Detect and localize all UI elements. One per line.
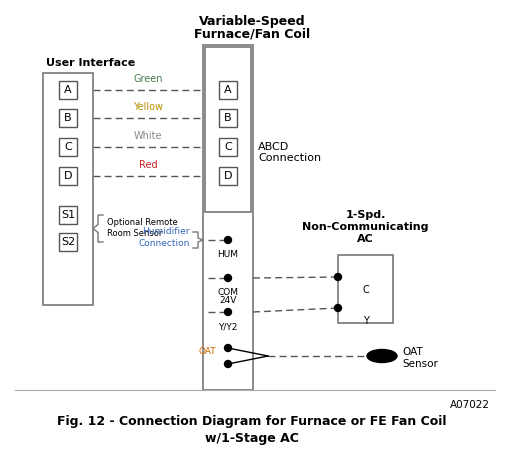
- Text: User Interface: User Interface: [46, 58, 135, 68]
- Text: Variable-Speed: Variable-Speed: [198, 15, 306, 28]
- Circle shape: [334, 305, 341, 311]
- Text: Humidifier: Humidifier: [142, 228, 190, 237]
- Text: D: D: [64, 171, 72, 181]
- Bar: [338, 255, 393, 323]
- Text: A07022: A07022: [450, 400, 490, 410]
- Text: AC: AC: [357, 234, 374, 244]
- Bar: [219, 81, 237, 99]
- Text: Room Sensor: Room Sensor: [107, 229, 163, 238]
- Text: Optional Remote: Optional Remote: [107, 218, 178, 227]
- Text: A: A: [224, 85, 232, 95]
- Bar: [59, 138, 77, 156]
- Text: D: D: [224, 171, 232, 181]
- Bar: [219, 109, 237, 127]
- Text: Y: Y: [363, 316, 369, 326]
- Circle shape: [225, 237, 231, 243]
- Circle shape: [225, 274, 231, 282]
- Text: White: White: [134, 131, 162, 141]
- Text: ABCD: ABCD: [258, 142, 289, 152]
- Text: B: B: [224, 113, 232, 123]
- Text: Fig. 12 - Connection Diagram for Furnace or FE Fan Coil: Fig. 12 - Connection Diagram for Furnace…: [57, 415, 447, 428]
- Text: w/1-Stage AC: w/1-Stage AC: [205, 432, 299, 445]
- Text: 24V: 24V: [219, 296, 237, 305]
- Text: C: C: [64, 142, 72, 152]
- Bar: [59, 109, 77, 127]
- Bar: [59, 81, 77, 99]
- Text: OAT: OAT: [198, 347, 216, 356]
- Text: Red: Red: [139, 160, 158, 170]
- Ellipse shape: [367, 350, 397, 363]
- Circle shape: [334, 274, 341, 280]
- Text: Connection: Connection: [258, 153, 321, 163]
- Bar: [203, 45, 253, 390]
- Bar: [59, 206, 77, 224]
- Text: OAT: OAT: [402, 347, 423, 357]
- Text: Y/Y2: Y/Y2: [218, 322, 238, 331]
- Bar: [219, 167, 237, 185]
- Text: COM: COM: [218, 288, 238, 297]
- Bar: [219, 138, 237, 156]
- Text: A: A: [64, 85, 72, 95]
- Text: 1-Spd.: 1-Spd.: [345, 210, 386, 220]
- Text: B: B: [64, 113, 72, 123]
- Bar: [59, 167, 77, 185]
- Circle shape: [225, 345, 231, 351]
- Text: S1: S1: [61, 210, 75, 220]
- Bar: [205, 47, 251, 212]
- Circle shape: [225, 309, 231, 315]
- Bar: [43, 73, 93, 305]
- Bar: [59, 233, 77, 251]
- Text: Non-Communicating: Non-Communicating: [302, 222, 429, 232]
- Text: C: C: [362, 285, 369, 295]
- Text: S2: S2: [61, 237, 75, 247]
- Text: Furnace/Fan Coil: Furnace/Fan Coil: [194, 27, 310, 40]
- Text: Connection: Connection: [139, 239, 190, 248]
- Text: Sensor: Sensor: [402, 359, 438, 369]
- Circle shape: [225, 360, 231, 368]
- Text: Green: Green: [133, 74, 163, 84]
- Text: C: C: [224, 142, 232, 152]
- Text: HUM: HUM: [218, 250, 238, 259]
- Text: Yellow: Yellow: [133, 102, 163, 112]
